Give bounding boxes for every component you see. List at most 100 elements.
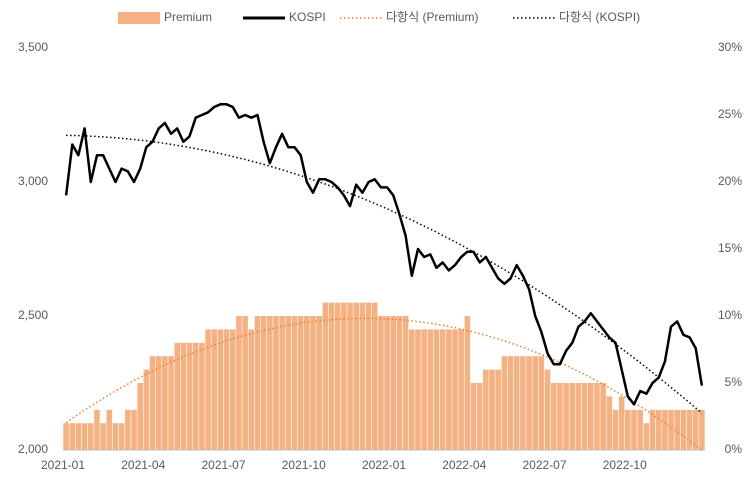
bar — [520, 356, 526, 450]
bar — [402, 316, 409, 450]
bar — [625, 409, 631, 450]
bar — [87, 423, 94, 450]
bar — [347, 302, 353, 450]
bar — [180, 342, 187, 450]
bar — [143, 369, 150, 450]
bar — [446, 329, 452, 450]
trend-line — [66, 134, 703, 414]
bar — [69, 423, 76, 450]
bar — [662, 409, 668, 450]
legend-swatch — [118, 12, 160, 24]
bar — [168, 356, 174, 450]
bar — [365, 302, 372, 450]
bar — [199, 342, 205, 450]
bar — [692, 409, 699, 450]
bar — [112, 423, 119, 450]
bar — [205, 329, 211, 450]
legend-label: 다항식 (Premium) — [386, 10, 478, 24]
bar — [211, 329, 218, 450]
bar — [501, 356, 508, 450]
bar — [489, 369, 495, 450]
bar — [439, 329, 446, 450]
bar — [304, 316, 310, 450]
bar — [550, 383, 557, 450]
x-tick-label: 2022-07 — [522, 458, 566, 472]
bar — [186, 342, 193, 450]
y-tick-label: 2,000 — [18, 442, 48, 456]
legend-label: KOSPI — [289, 10, 326, 24]
bar — [390, 316, 397, 450]
bar — [236, 316, 242, 450]
bar — [316, 316, 322, 450]
bar — [267, 316, 273, 450]
bar — [75, 423, 82, 450]
bar — [260, 316, 267, 450]
bar — [408, 329, 415, 450]
bar — [396, 316, 403, 450]
bar — [483, 369, 489, 450]
bar — [526, 356, 532, 450]
y2-tick-label: 0% — [725, 442, 743, 456]
bar — [458, 329, 464, 450]
bar — [563, 383, 569, 450]
bar — [285, 316, 292, 450]
bar — [606, 396, 613, 450]
bar — [575, 383, 582, 450]
bar — [131, 409, 137, 450]
bar — [452, 329, 458, 450]
bar — [149, 356, 156, 450]
bar — [544, 369, 551, 450]
bar — [254, 316, 261, 450]
bar — [538, 356, 545, 450]
y2-tick-label: 10% — [718, 308, 742, 322]
bar — [137, 383, 143, 450]
x-tick-label: 2021-10 — [282, 458, 326, 472]
y-tick-label: 2,500 — [18, 308, 48, 322]
bar — [699, 409, 705, 450]
bar — [242, 316, 248, 450]
bar — [359, 302, 366, 450]
bar — [470, 383, 477, 450]
bar — [594, 383, 600, 450]
bar — [322, 302, 329, 450]
bar — [631, 409, 637, 450]
bar — [643, 423, 650, 450]
bar — [686, 409, 693, 450]
bar — [63, 423, 69, 450]
bar — [557, 383, 563, 450]
bar — [680, 409, 687, 450]
bar — [223, 329, 230, 450]
y2-tick-label: 25% — [718, 107, 742, 121]
y2-tick-label: 15% — [718, 241, 742, 255]
bar — [162, 356, 168, 450]
bar — [106, 409, 113, 450]
x-tick-label: 2022-01 — [362, 458, 406, 472]
bar — [174, 342, 180, 450]
bar — [155, 356, 162, 450]
bar — [81, 423, 88, 450]
x-tick-label: 2022-10 — [603, 458, 647, 472]
bar — [384, 316, 390, 450]
bar — [248, 329, 255, 450]
line — [64, 103, 704, 406]
bar — [464, 316, 471, 450]
legend-label: 다항식 (KOSPI) — [559, 10, 640, 24]
bar — [618, 396, 625, 450]
bar — [588, 383, 594, 450]
bar — [334, 302, 341, 450]
y-tick-label: 3,500 — [18, 40, 48, 54]
bar — [655, 409, 662, 450]
bar — [569, 383, 576, 450]
y2-tick-label: 30% — [718, 40, 742, 54]
bar — [100, 423, 106, 450]
bar — [427, 329, 434, 450]
y2-tick-label: 20% — [718, 174, 742, 188]
bar — [310, 316, 316, 450]
bar — [297, 316, 304, 450]
bar — [94, 409, 100, 450]
bar — [192, 342, 199, 450]
bar — [476, 383, 483, 450]
y2-tick-label: 5% — [725, 375, 743, 389]
bar — [433, 329, 440, 450]
